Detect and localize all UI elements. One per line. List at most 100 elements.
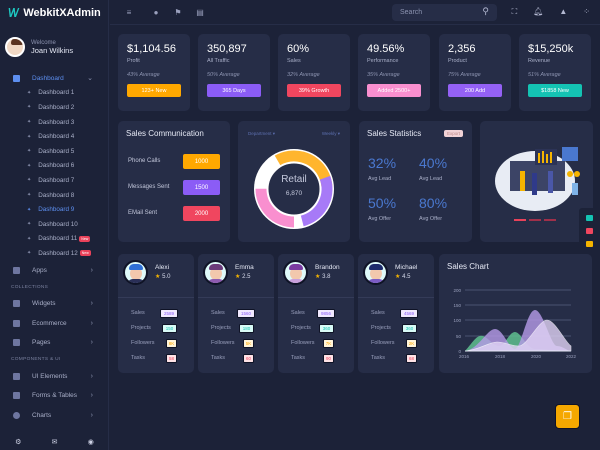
search-input[interactable]: Search ⚲ — [392, 4, 497, 21]
stat-card-revenue: $15,250k Revenue 51% Average $1858 New — [519, 34, 591, 111]
chevron-down-icon: ⌄ — [87, 75, 93, 83]
camera-icon[interactable] — [586, 215, 593, 221]
weekly-dropdown[interactable]: Weekly ▾ — [321, 131, 340, 136]
sidebar-item-ecommerce[interactable]: Ecommerce › — [0, 314, 108, 334]
avatar — [283, 260, 308, 285]
sidebar-item-widgets[interactable]: Widgets › — [0, 294, 108, 314]
sidebar-item-pages[interactable]: Pages › — [0, 333, 108, 353]
stat-card-product: 2,356 Product 75% Average 200 Add — [439, 34, 511, 111]
menu-icon[interactable]: ≡ — [126, 7, 132, 17]
sidebar-item-dashboard-8[interactable]: Dashboard 8 — [0, 188, 108, 203]
flag-icon[interactable]: ⚑ — [174, 7, 182, 17]
profile-card-alexi: Alexi ★ 5.0 Sales 2589 Projects 150 Foll… — [118, 254, 194, 373]
sidebar-item-ui-elements[interactable]: UI Elements › — [0, 367, 108, 387]
user-greeting: Welcome — [31, 39, 56, 46]
sidebar-item-dashboard-10[interactable]: Dashboard 10 — [0, 217, 108, 232]
sidebar-item-dashboard-6[interactable]: Dashboard 6 — [0, 159, 108, 174]
avatar — [123, 260, 148, 285]
donut-center-value: 6,870 — [285, 190, 303, 197]
widgets-icon — [13, 300, 20, 308]
sidebar-item-dashboard-9[interactable]: Dashboard 9 — [0, 202, 108, 217]
user-name: Joan Wilkins — [31, 45, 74, 55]
search-icon[interactable]: ⚲ — [482, 6, 489, 16]
sidebar-item-apps[interactable]: Apps › — [0, 261, 108, 281]
clipboard-icon[interactable]: ▤ — [196, 7, 204, 17]
avatar — [203, 260, 228, 285]
user-profile[interactable]: Welcome Joan Wilkins — [0, 25, 108, 63]
power-icon[interactable]: ◉ — [87, 439, 94, 446]
section-components: COMPONENTS & UI — [11, 357, 61, 363]
sidebar-item-dashboard-7[interactable]: Dashboard 7 — [0, 173, 108, 188]
sidebar-item-dashboard-3[interactable]: Dashboard 3 — [0, 115, 108, 130]
share-icon[interactable] — [586, 228, 593, 234]
grid-icon — [13, 74, 20, 82]
gear-icon[interactable]: ⚙ — [15, 439, 22, 446]
donut-chart — [254, 149, 334, 229]
sidebar-item-dashboard-5[interactable]: Dashboard 5 — [0, 144, 108, 159]
sidebar-item-dashboard-1[interactable]: Dashboard 1 — [0, 86, 108, 101]
card-title: Sales Chart — [447, 262, 489, 271]
sidebar-item-forms-tables[interactable]: Forms & Tables › — [0, 386, 108, 406]
department-dropdown[interactable]: Department ▾ — [248, 131, 276, 136]
pie-chart-icon — [13, 411, 20, 419]
stat-button[interactable]: 123+ New — [127, 84, 181, 97]
stat-button[interactable]: Added 2500+ — [367, 84, 421, 97]
illustration-carousel — [480, 121, 593, 242]
copy-icon[interactable] — [586, 241, 593, 247]
chevron-right-icon: › — [90, 372, 93, 380]
document-icon — [13, 392, 20, 400]
basket-icon — [13, 319, 20, 327]
settings-icon[interactable]: ⁘ — [583, 7, 590, 16]
stat-card-sales: 60% Sales 32% Average 39% Growth — [278, 34, 350, 111]
sidebar-item-charts[interactable]: Charts › — [0, 406, 108, 426]
y-axis: 200 150 100 50 0 — [453, 288, 461, 354]
stat-card-traffic: 350,897 All Traffic 50% Average 365 Days — [198, 34, 270, 111]
sidebar-item-dashboard-2[interactable]: Dashboard 2 — [0, 100, 108, 115]
section-collections: COLLECTIONS — [11, 284, 49, 290]
chevron-right-icon: › — [90, 300, 93, 308]
stat-card-profit: $1,104.56 Profit 43% Average 123+ New — [118, 34, 190, 111]
stat-button[interactable]: 365 Days — [207, 84, 261, 97]
messages-sent-button[interactable]: 1500 — [183, 180, 220, 195]
star-icon: ★ — [395, 274, 401, 280]
stat-button[interactable]: 200 Add — [448, 84, 502, 97]
email-sent-button[interactable]: 2000 — [183, 206, 220, 221]
sidebar: \/\/ WebkitXAdmin Welcome Joan Wilkins D… — [0, 0, 109, 450]
sidebar-item-dashboard-4[interactable]: Dashboard 4 — [0, 129, 108, 144]
chevron-right-icon: › — [90, 411, 93, 419]
fullscreen-icon[interactable]: ⛶ — [511, 7, 518, 16]
logo-icon: \/\/ — [8, 5, 18, 20]
user-icon[interactable]: ▲ — [559, 7, 568, 16]
mail-icon[interactable]: ✉ — [51, 439, 58, 446]
stat-button[interactable]: $1858 New — [528, 84, 582, 97]
profile-card-emma: Emma ★ 2.5 Sales 1560 Projects 180 Follo… — [198, 254, 274, 373]
stat-button[interactable]: 39% Growth — [287, 84, 341, 97]
chat-icon[interactable]: ● — [153, 7, 159, 17]
person-icon — [13, 339, 20, 347]
retail-donut-card: Department ▾ Weekly ▾ Retail 6,870 — [238, 121, 350, 242]
sales-chart-card: Sales Chart 200 150 100 50 0 2016 2018 2020 … — [439, 254, 592, 373]
star-icon: ★ — [155, 274, 161, 280]
new-badge: New — [79, 250, 91, 257]
chevron-right-icon: › — [90, 266, 93, 274]
sidebar-item-dashboard-12[interactable]: Dashboard 12 New — [0, 246, 108, 261]
app-title: WebkitXAdmin — [23, 6, 101, 19]
star-icon: ★ — [235, 274, 241, 280]
card-title: Sales Statistics — [367, 129, 422, 138]
donut-center-label: Retail — [281, 174, 307, 185]
logo[interactable]: \/\/ WebkitXAdmin — [0, 0, 108, 25]
apps-icon — [13, 266, 20, 274]
star-icon: ★ — [315, 274, 321, 280]
avatar — [363, 260, 388, 285]
bell-icon[interactable]: 🔔︎ — [533, 7, 544, 16]
profile-card-brandon: Brandon ★ 3.8 Sales 9856 Projects 360 Fo… — [278, 254, 354, 373]
chat-fab-button[interactable]: ❐ — [555, 404, 580, 429]
chevron-right-icon: › — [90, 319, 93, 327]
sidebar-item-dashboard[interactable]: Dashboard ⌄ — [0, 71, 108, 86]
chevron-right-icon: › — [90, 392, 93, 400]
avatar — [5, 37, 25, 57]
team-illustration — [495, 147, 580, 221]
export-button[interactable]: Export — [443, 130, 463, 137]
phone-calls-button[interactable]: 1000 — [183, 154, 220, 169]
sidebar-item-dashboard-11[interactable]: Dashboard 11 New — [0, 232, 108, 247]
